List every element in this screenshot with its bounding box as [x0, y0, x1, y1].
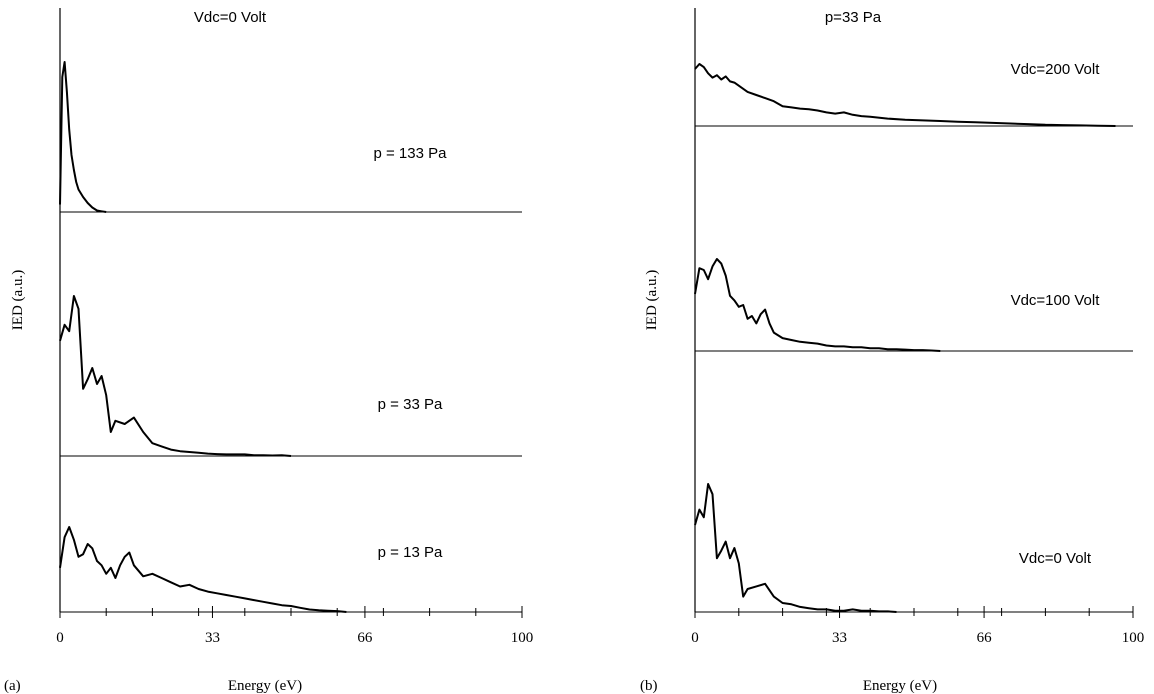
series-label-1-1: Vdc=100 Volt: [1011, 292, 1101, 309]
series-line-0-1: [59, 295, 292, 457]
x-tick-label-0: 66: [357, 630, 373, 646]
x-axis-label-1: Energy (eV): [863, 678, 937, 694]
series-line-0-0: [59, 61, 107, 213]
series-label-0-1: p = 33 Pa: [378, 396, 443, 413]
series-line-1-1: [694, 258, 941, 352]
y-axis-label-1: IED (a.u.): [644, 270, 660, 330]
series-line-1-0: [694, 63, 1116, 127]
x-axis-label-0: Energy (eV): [228, 678, 302, 694]
x-tick-label-1: 0: [691, 630, 699, 646]
y-axis-label-0: IED (a.u.): [10, 270, 26, 330]
panel-label-1: (b): [640, 678, 658, 694]
series-label-1-2: Vdc=0 Volt: [1019, 550, 1092, 567]
x-tick-label-1: 33: [832, 630, 847, 646]
x-tick-label-1: 66: [977, 630, 993, 646]
chart-title-1: p=33 Pa: [825, 9, 882, 26]
chart-title-0: Vdc=0 Volt: [194, 9, 267, 26]
series-line-1-2: [694, 483, 897, 613]
series-label-0-0: p = 133 Pa: [374, 145, 448, 162]
x-tick-label-0: 0: [56, 630, 64, 646]
series-label-1-0: Vdc=200 Volt: [1011, 61, 1101, 78]
x-tick-label-0: 33: [205, 630, 220, 646]
panel-label-0: (a): [4, 678, 21, 694]
series-line-0-2: [59, 526, 347, 613]
x-tick-label-1: 100: [1122, 630, 1145, 646]
x-tick-label-0: 100: [511, 630, 534, 646]
series-label-0-2: p = 13 Pa: [378, 544, 443, 561]
